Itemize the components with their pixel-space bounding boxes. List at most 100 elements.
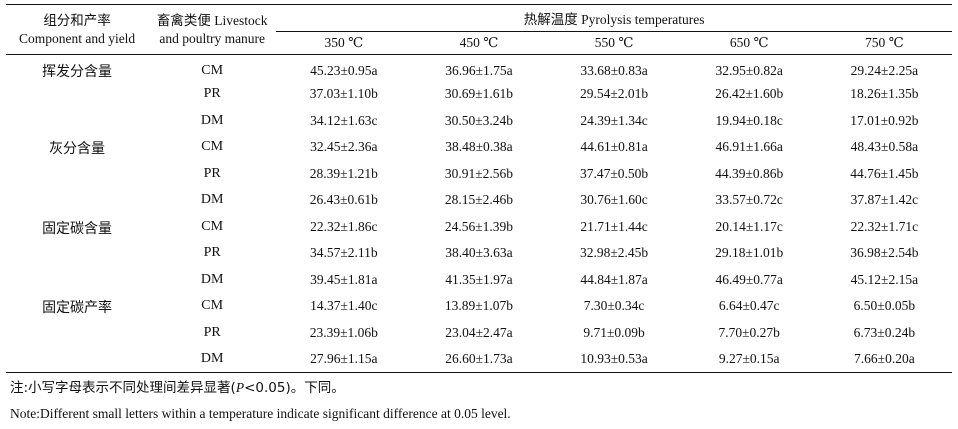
table-row: 固定碳产率 CM 14.37±1.40c 13.89±1.07b 7.30±0.34c 6… xyxy=(6,293,952,320)
value-cell: 7.66±0.20a xyxy=(854,351,915,366)
component-label: 固定碳产率 xyxy=(42,300,113,316)
value-cell: 38.48±0.38a xyxy=(445,139,513,155)
value-cell: 13.89±1.07b xyxy=(444,298,514,314)
manure-header: 畜禽类便 Livestock and poultry manure xyxy=(148,5,276,55)
manure-type: PR xyxy=(203,86,221,102)
header-row-1: 组分和产率 Component and yield 畜禽类便 Livestock… xyxy=(6,4,952,46)
component-header: 组分和产率 Component and yield xyxy=(6,5,148,55)
value-cell: 36.96±1.75a xyxy=(445,63,513,78)
table-row: PR 37.03±1.10b 30.69±1.61b 29.54±2.01b 26.42… xyxy=(6,81,952,108)
manure-type: CM xyxy=(201,218,224,234)
value-cell: 22.32±1.71c xyxy=(850,218,919,234)
value-cell: 9.71±0.09b xyxy=(583,324,645,340)
value-cell: 24.56±1.39b xyxy=(444,218,514,234)
manure-type: PR xyxy=(203,165,221,181)
manure-type: CM xyxy=(201,298,224,314)
value-cell: 23.04±2.47a xyxy=(445,324,513,340)
value-cell: 7.70±0.27b xyxy=(718,324,780,340)
value-cell: 20.14±1.17c xyxy=(715,218,783,234)
table-row: DM 34.12±1.63c 30.50±3.24b 24.39±1.34c 19.94… xyxy=(6,108,952,135)
value-cell: 19.94±0.18c xyxy=(715,112,783,128)
pyrolysis-temperature-header: 热解温度 Pyrolysis temperatures xyxy=(276,4,952,32)
value-cell: 30.69±1.61b xyxy=(444,86,514,102)
value-cell: 32.45±2.36a xyxy=(310,139,378,155)
value-cell: 45.12±2.15a xyxy=(850,271,919,287)
manure-type: PR xyxy=(203,324,221,340)
table-row: PR 28.39±1.21b 30.91±2.56b 37.47±0.50b 44.39… xyxy=(6,161,952,188)
value-cell: 9.27±0.15a xyxy=(718,351,780,366)
value-cell: 14.37±1.40c xyxy=(310,298,378,314)
component-header-en: Component and yield xyxy=(18,30,136,46)
value-cell: 34.12±1.63c xyxy=(310,112,378,128)
manure-header-cn: 畜禽类便 Livestock xyxy=(156,12,268,28)
manure-type: PR xyxy=(203,245,221,261)
value-cell: 32.98±2.45b xyxy=(579,245,649,261)
value-cell: 39.45±1.81a xyxy=(310,271,378,287)
manure-type: DM xyxy=(200,192,224,208)
table-row: DM 39.45±1.81a 41.35±1.97a 44.84±1.87a 46.49… xyxy=(6,267,952,294)
value-cell: 36.98±2.54b xyxy=(850,245,919,261)
component-header-cn: 组分和产率 xyxy=(43,12,111,29)
temp-header-550: 550 ℃ xyxy=(594,35,634,50)
value-cell: 29.18±1.01b xyxy=(715,245,784,261)
value-cell: 37.87±1.42c xyxy=(850,192,919,208)
value-cell: 10.93±0.53a xyxy=(580,351,648,366)
pyrolysis-results-table: 组分和产率 Component and yield 畜禽类便 Livestock… xyxy=(6,4,952,373)
table-row: 挥发分含量 CM 45.23±0.95a 36.96±1.75a 33.68±0.83a… xyxy=(6,55,952,82)
results-table-container: 组分和产率 Component and yield 畜禽类便 Livestock… xyxy=(6,4,952,373)
value-cell: 46.91±1.66a xyxy=(715,139,783,155)
value-cell: 37.03±1.10b xyxy=(309,86,378,102)
value-cell: 37.47±0.50b xyxy=(579,165,649,181)
value-cell: 44.61±0.81a xyxy=(580,139,648,155)
value-cell: 30.91±2.56b xyxy=(444,165,514,181)
value-cell: 44.39±0.86b xyxy=(715,165,784,181)
value-cell: 30.76±1.60c xyxy=(580,192,648,208)
value-cell: 24.39±1.34c xyxy=(580,112,648,128)
table-row: PR 34.57±2.11b 38.40±3.63a 32.98±2.45b 29.18… xyxy=(6,240,952,267)
component-label: 挥发分含量 xyxy=(42,64,113,80)
table-row: 灰分含量 CM 32.45±2.36a 38.48±0.38a 44.61±0.81a 4… xyxy=(6,134,952,161)
value-cell: 33.68±0.83a xyxy=(580,63,648,78)
value-cell: 18.26±1.35b xyxy=(850,86,919,102)
temp-header-450: 450 ℃ xyxy=(459,35,499,50)
table-row: DM 26.43±0.61b 28.15±2.46b 30.76±1.60c 33.57… xyxy=(6,187,952,214)
manure-type: CM xyxy=(201,139,224,155)
note-cn: 注:小写字母表示不同处理间差异显著(P<0.05)。下同。 xyxy=(10,375,511,401)
table-row: DM 27.96±1.15a 26.60±1.73a 10.93±0.53a 9.27±… xyxy=(6,346,952,373)
value-cell: 45.23±0.95a xyxy=(310,63,378,78)
value-cell: 29.54±2.01b xyxy=(579,86,649,102)
manure-header-en: and poultry manure xyxy=(159,30,266,46)
value-cell: 28.39±1.21b xyxy=(309,165,378,181)
value-cell: 6.50±0.05b xyxy=(853,298,916,314)
temp-header-650: 650 ℃ xyxy=(729,35,769,50)
table-body: 挥发分含量 CM 45.23±0.95a 36.96±1.75a 33.68±0.83a… xyxy=(6,55,952,373)
value-cell: 44.84±1.87a xyxy=(580,271,648,287)
note-cn-suffix: <0.05)。下同。 xyxy=(244,380,345,396)
value-cell: 6.64±0.47c xyxy=(718,298,780,314)
value-cell: 23.39±1.06b xyxy=(309,324,378,340)
value-cell: 28.15±2.46b xyxy=(444,192,514,208)
value-cell: 34.57±2.11b xyxy=(309,245,378,261)
note-cn-p: P xyxy=(235,380,245,395)
value-cell: 29.24±2.25a xyxy=(850,63,919,78)
value-cell: 21.71±1.44c xyxy=(580,218,648,234)
temp-header-350: 350 ℃ xyxy=(324,35,364,50)
value-cell: 32.95±0.82a xyxy=(715,63,783,78)
value-cell: 41.35±1.97a xyxy=(445,271,513,287)
manure-type: DM xyxy=(200,351,224,366)
value-cell: 26.42±1.60b xyxy=(715,86,784,102)
value-cell: 46.49±0.77a xyxy=(715,271,783,287)
value-cell: 26.60±1.73a xyxy=(445,351,513,366)
component-label: 灰分含量 xyxy=(49,141,106,157)
header-row-2: 350 ℃ 450 ℃ 550 ℃ 650 ℃ 750 ℃ xyxy=(6,32,952,55)
note-cn-prefix: 注:小写字母表示不同处理间差异显著( xyxy=(10,380,236,396)
manure-type: DM xyxy=(200,271,224,287)
manure-type: DM xyxy=(200,112,224,128)
component-label: 固定碳含量 xyxy=(42,220,113,237)
value-cell: 26.43±0.61b xyxy=(309,192,378,208)
value-cell: 33.57±0.72c xyxy=(715,192,783,208)
value-cell: 22.32±1.86c xyxy=(310,218,378,234)
value-cell: 44.76±1.45b xyxy=(850,165,919,181)
note-en: Note:Different small letters within a te… xyxy=(10,406,511,421)
value-cell: 48.43±0.58a xyxy=(850,139,919,155)
